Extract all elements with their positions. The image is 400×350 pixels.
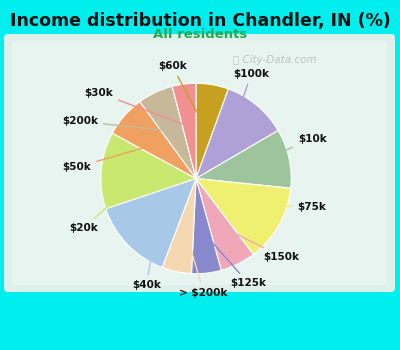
Wedge shape [106, 178, 196, 267]
Wedge shape [162, 178, 196, 274]
FancyBboxPatch shape [12, 41, 387, 285]
Wedge shape [101, 133, 196, 209]
Text: $10k: $10k [250, 133, 326, 166]
Wedge shape [140, 86, 196, 178]
Text: ⓘ City-Data.com: ⓘ City-Data.com [233, 55, 317, 65]
FancyBboxPatch shape [4, 34, 395, 292]
Text: $50k: $50k [63, 145, 154, 172]
Text: $200k: $200k [62, 117, 171, 131]
Wedge shape [112, 102, 196, 178]
Wedge shape [196, 178, 254, 270]
Text: $100k: $100k [230, 69, 269, 136]
Text: $20k: $20k [69, 176, 142, 233]
Wedge shape [196, 131, 291, 188]
Wedge shape [192, 178, 221, 274]
Wedge shape [172, 83, 196, 178]
Text: $125k: $125k [204, 233, 266, 288]
Text: $150k: $150k [222, 227, 300, 261]
Text: $75k: $75k [244, 202, 326, 212]
Text: $40k: $40k [132, 218, 161, 290]
Wedge shape [196, 83, 228, 178]
Text: $60k: $60k [158, 61, 204, 125]
Wedge shape [196, 89, 278, 178]
Text: Income distribution in Chandler, IN (%): Income distribution in Chandler, IN (%) [10, 12, 390, 30]
Wedge shape [196, 178, 291, 254]
Text: > $200k: > $200k [180, 232, 228, 298]
Text: $30k: $30k [84, 88, 187, 126]
Text: All residents: All residents [153, 28, 247, 41]
